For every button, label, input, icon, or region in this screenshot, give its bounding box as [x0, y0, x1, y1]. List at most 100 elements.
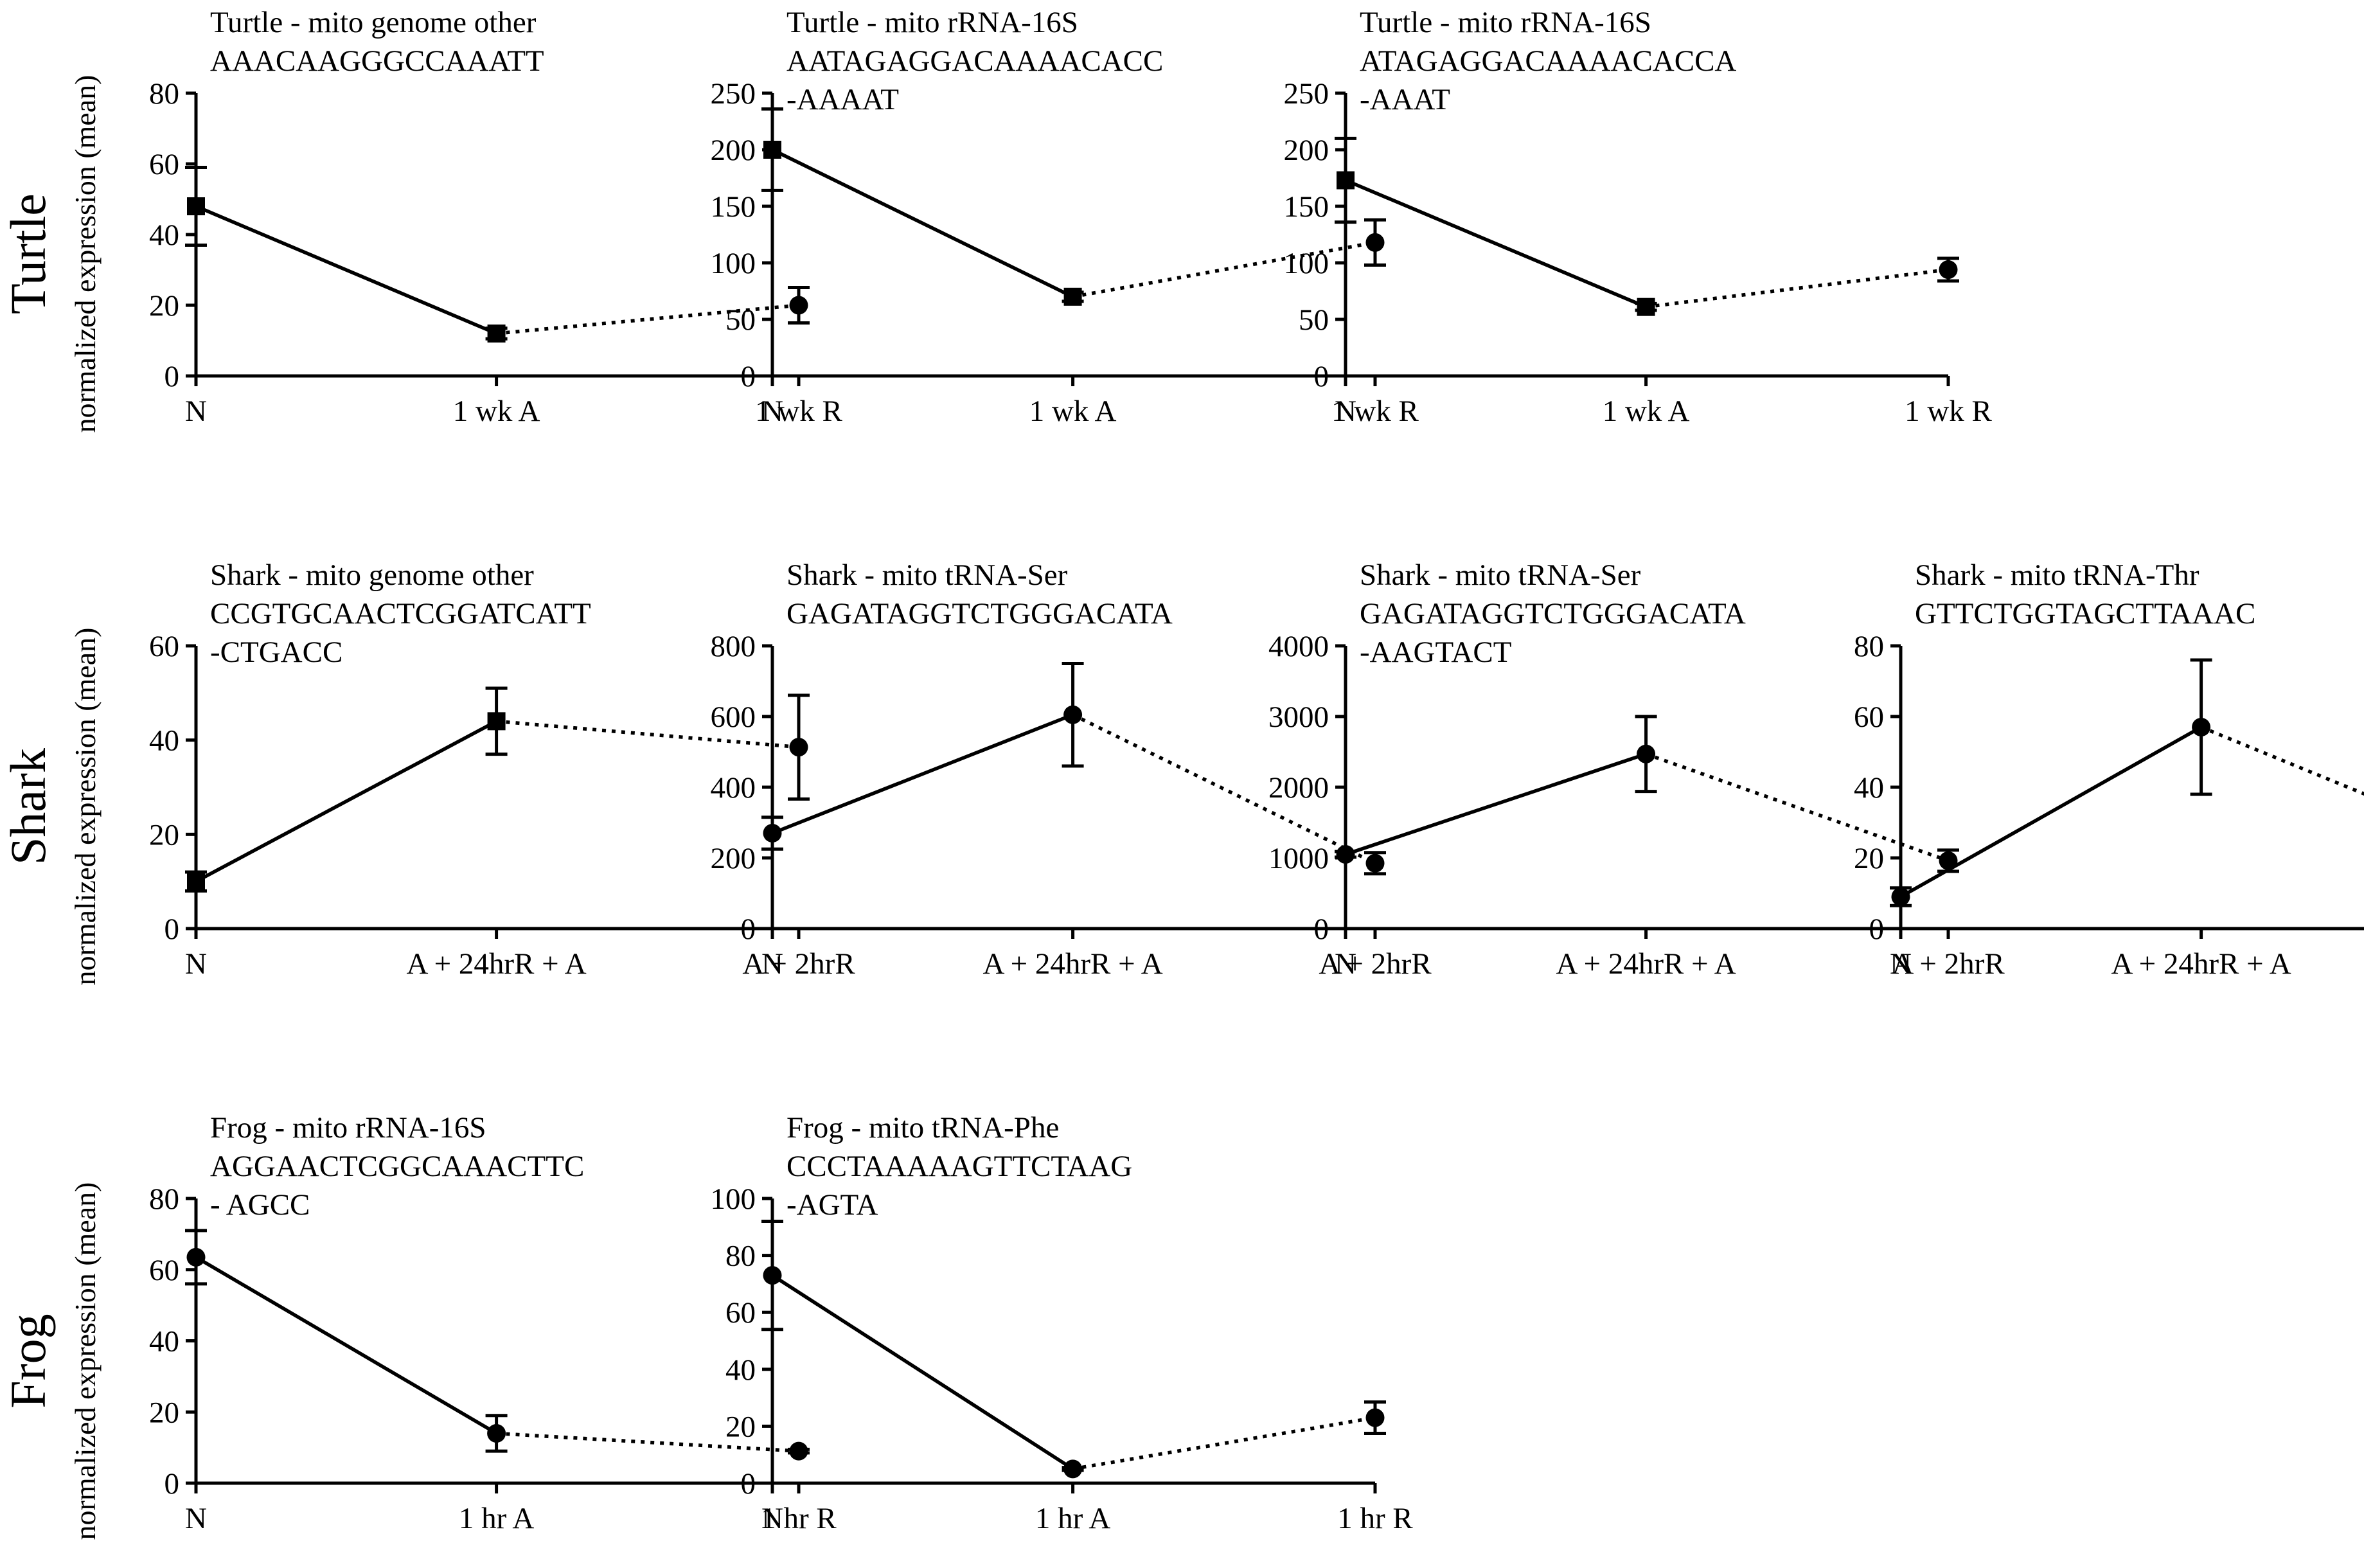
chart-panel-turtle-1: Turtle - mito rRNA-16S AATAGAGGACAAAACACC…	[711, 6, 1419, 428]
chart-panel-frog-1: Frog - mito tRNA-Phe CCCTAAAAAGTTCTAAG -AG…	[711, 1111, 1414, 1535]
y-tick-label: 80	[149, 77, 179, 111]
x-tick-label: 1 wk R	[1331, 395, 1419, 428]
y-tick-label: 4000	[1268, 630, 1329, 663]
y-tick-label: 80	[1854, 630, 1884, 663]
x-tick-label: N	[1335, 395, 1356, 428]
x-tick-label: N	[1890, 947, 1912, 981]
y-tick-label: 0	[741, 1467, 756, 1501]
data-point-square	[187, 872, 205, 891]
x-tick-label: N	[761, 1502, 783, 1535]
series-segment-dotted	[1645, 752, 1949, 862]
x-tick-label: A + 2hrR	[1892, 947, 2005, 981]
x-tick-label: 1 hr R	[1337, 1502, 1413, 1535]
y-tick-label: 20	[1854, 842, 1884, 875]
data-point-square	[1637, 298, 1655, 316]
series-segment-solid	[771, 1274, 1074, 1471]
y-tick-label: 800	[711, 630, 756, 663]
panel-title-line: Shark - mito tRNA-Ser	[787, 558, 1068, 592]
y-tick-label: 0	[1314, 913, 1329, 946]
data-point-circle	[763, 824, 782, 842]
y-tick-label: 40	[725, 1353, 756, 1387]
panel-title-line: -AAGTACT	[1360, 636, 1511, 669]
y-tick-label: 0	[1314, 360, 1329, 393]
panel-title-line: Turtle - mito rRNA-16S	[787, 6, 1078, 39]
x-tick-label: 1 wk A	[1029, 395, 1117, 428]
panel-title-line: GAGATAGGTCTGGGACATA	[787, 597, 1173, 630]
series-segment-dotted	[496, 719, 799, 749]
x-tick-label: 1 wk R	[755, 395, 842, 428]
series-segment-solid	[195, 1255, 497, 1435]
x-tick-label: N	[185, 1502, 207, 1535]
panel-title-line: Frog - mito tRNA-Phe	[787, 1111, 1059, 1145]
data-point-circle	[487, 1423, 506, 1443]
x-tick-label: A + 2hrR	[742, 947, 855, 981]
y-tick-label: 20	[149, 289, 179, 323]
data-point-circle	[763, 1266, 782, 1285]
chart-panel-shark-3: Shark - mito tRNA-Thr GTTCTGGTAGCTTAAAC 0 2…	[1854, 558, 2364, 981]
y-tick-label: 60	[725, 1296, 756, 1330]
panel-title-line: CCCTAAAAAGTTCTAAG	[787, 1150, 1132, 1183]
row-turtle: Turtle normalized expression (mean)	[0, 75, 102, 433]
y-tick-label: 60	[149, 630, 179, 663]
x-tick-label: 1 wk R	[1905, 395, 1992, 428]
x-tick-label: A + 2hrR	[1319, 947, 1432, 981]
y-tick-label: 250	[711, 77, 756, 111]
y-tick-label: 40	[149, 218, 179, 252]
panel-title-line: Shark - mito tRNA-Thr	[1915, 558, 2200, 592]
y-tick-label: 200	[711, 842, 756, 875]
y-tick-label: 150	[711, 190, 756, 224]
x-tick-label: A + 24hrR + A	[1556, 947, 1736, 981]
row-label-shark: Shark	[0, 748, 56, 865]
panel-title-line: - AGCC	[210, 1188, 310, 1222]
y-axis-title: normalized expression (mean)	[69, 628, 102, 986]
series-segment-dotted	[496, 1431, 799, 1453]
y-tick-label: 20	[725, 1410, 756, 1443]
y-tick-label: 0	[164, 913, 180, 946]
series-segment-solid	[1899, 726, 2202, 898]
y-tick-label: 0	[741, 360, 756, 393]
panel-title-line: Shark - mito tRNA-Ser	[1360, 558, 1641, 592]
data-point-circle	[1063, 705, 1083, 724]
series-segment-solid	[195, 204, 497, 335]
y-tick-label: 600	[711, 700, 756, 734]
x-tick-label: N	[185, 395, 207, 428]
series-segment-solid	[1344, 178, 1647, 309]
y-tick-label: 0	[1869, 913, 1885, 946]
panel-title-line: -AGTA	[787, 1188, 878, 1222]
data-point-circle	[1365, 853, 1385, 873]
panel-title-line: -AAAT	[1360, 83, 1450, 116]
y-tick-label: 20	[149, 1396, 179, 1429]
panel-title-line: GTTCTGGTAGCTTAAAC	[1915, 597, 2255, 630]
x-tick-label: 1 hr R	[761, 1502, 837, 1535]
panel-title-line: -CTGACC	[210, 636, 342, 669]
panel-title-line: AATAGAGGACAAAACACC	[787, 44, 1163, 78]
y-tick-label: 250	[1284, 77, 1329, 111]
y-tick-label: 60	[149, 148, 179, 181]
series-segment-dotted	[496, 303, 799, 335]
y-tick-label: 20	[149, 818, 179, 851]
chart-panel-shark-2: Shark - mito tRNA-Ser GAGATAGGTCTGGGACATA…	[1268, 558, 2005, 981]
y-tick-label: 40	[1854, 771, 1884, 805]
chart-panel-frog-0: Frog - mito rRNA-16S AGGAACTCGGCAAACTTC - …	[149, 1111, 837, 1535]
y-tick-label: 200	[1284, 134, 1329, 167]
data-point-square	[187, 197, 205, 215]
chart-panel-shark-1: Shark - mito tRNA-Ser GAGATAGGTCTGGGACATA…	[711, 558, 1432, 981]
y-tick-label: 0	[741, 913, 756, 946]
data-point-circle	[1365, 1408, 1385, 1427]
y-tick-label: 1000	[1268, 842, 1329, 875]
series-segment-solid	[1345, 752, 1647, 857]
y-tick-label: 80	[725, 1240, 756, 1273]
data-point-square	[487, 325, 506, 343]
data-point-circle	[2192, 718, 2211, 736]
x-tick-label: 1 hr A	[459, 1502, 535, 1535]
data-point-circle	[1939, 260, 1958, 280]
y-tick-label: 60	[1854, 700, 1884, 734]
data-point-circle	[789, 738, 808, 757]
y-tick-label: 50	[725, 303, 756, 337]
row-frog: Frog normalized expression (mean)	[0, 1182, 102, 1540]
x-tick-label: N	[185, 947, 207, 981]
x-tick-label: 1 wk A	[453, 395, 540, 428]
y-tick-label: 150	[1284, 190, 1329, 224]
y-tick-label: 100	[1284, 247, 1329, 280]
